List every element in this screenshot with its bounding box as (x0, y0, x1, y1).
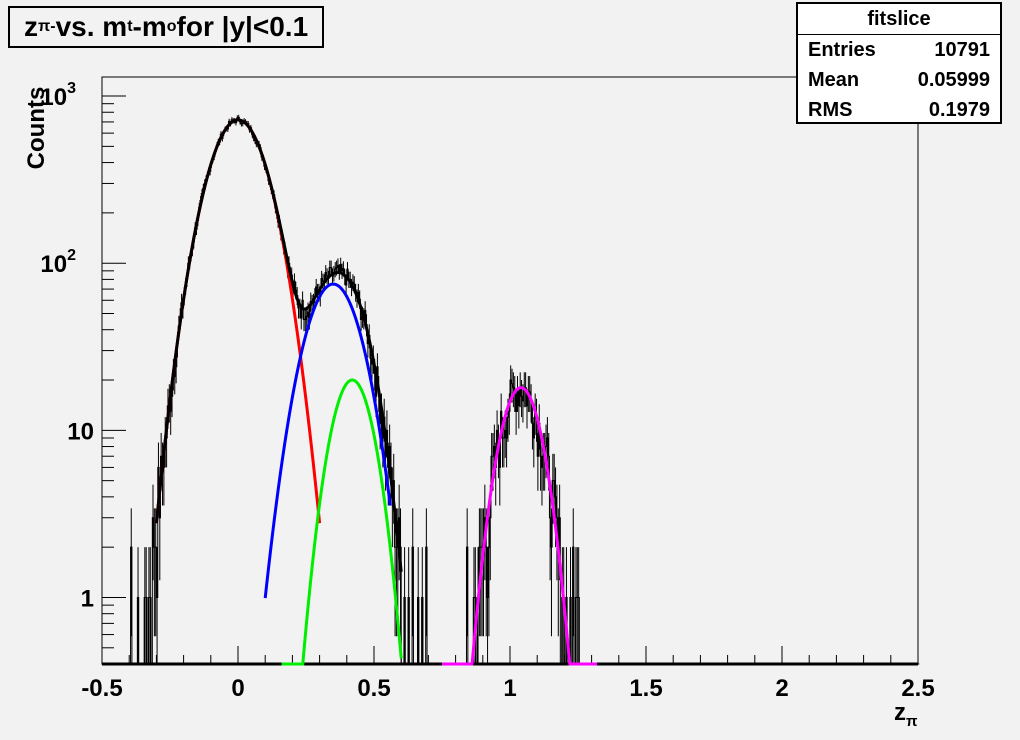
y-axis-label: Counts (23, 87, 50, 170)
stats-box: fitslice Entries 10791 Mean 0.05999 RMS 0.1… (796, 2, 1002, 124)
chart-title: z π- vs. m t -m o for |y|<0.1 (8, 6, 325, 48)
fit-curve-1 (263, 282, 392, 599)
x-tick-label: 0 (231, 675, 244, 702)
y-tick-label: 102 (40, 247, 76, 278)
x-tick-label: 1 (503, 675, 516, 702)
x-tick-label: 1.5 (629, 675, 662, 702)
x-tick-label: 2 (775, 675, 788, 702)
fit-curve-2 (281, 378, 403, 666)
stats-title: fitslice (798, 4, 1000, 35)
x-tick-label: -0.5 (81, 675, 122, 702)
axes (101, 76, 919, 666)
fit-curves (154, 118, 598, 666)
x-axis-label: zπ (894, 699, 918, 730)
fit-curve-3 (442, 386, 598, 666)
y-tick-label: 10 (67, 418, 94, 445)
x-tick-label: 0.5 (357, 675, 390, 702)
stats-row-mean: Mean 0.05999 (808, 68, 990, 91)
y-tick-label: 103 (40, 80, 76, 111)
x-tick-label: 2.5 (901, 675, 934, 702)
stats-row-entries: Entries 10791 (808, 38, 990, 61)
stats-row-rms: RMS 0.1979 (808, 98, 990, 121)
plot-frame (101, 76, 919, 665)
fit-curve-4 (154, 118, 403, 572)
y-tick-label: 1 (81, 585, 94, 612)
